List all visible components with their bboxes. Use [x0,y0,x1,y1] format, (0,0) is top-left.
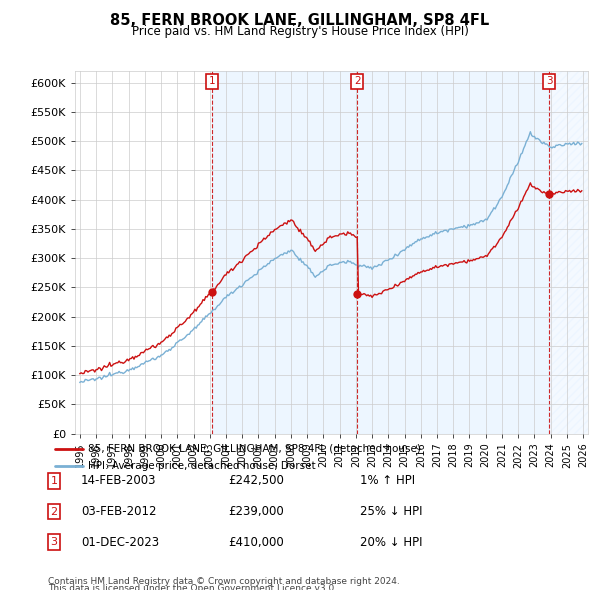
Bar [212,71,550,434]
Text: 2: 2 [50,507,58,516]
Text: 25% ↓ HPI: 25% ↓ HPI [360,505,422,518]
Text: 1% ↑ HPI: 1% ↑ HPI [360,474,415,487]
Text: 1: 1 [208,76,215,86]
Text: 3: 3 [546,76,553,86]
Text: 85, FERN BROOK LANE, GILLINGHAM, SP8 4FL: 85, FERN BROOK LANE, GILLINGHAM, SP8 4FL [110,13,490,28]
Text: Contains HM Land Registry data © Crown copyright and database right 2024.: Contains HM Land Registry data © Crown c… [48,577,400,586]
Text: Price paid vs. HM Land Registry's House Price Index (HPI): Price paid vs. HM Land Registry's House … [131,25,469,38]
Text: 20% ↓ HPI: 20% ↓ HPI [360,536,422,549]
Text: 14-FEB-2003: 14-FEB-2003 [81,474,157,487]
Bar [550,71,588,434]
Text: £242,500: £242,500 [228,474,284,487]
Text: HPI: Average price, detached house, Dorset: HPI: Average price, detached house, Dors… [88,461,316,471]
Text: £239,000: £239,000 [228,505,284,518]
Text: 2: 2 [354,76,361,86]
Text: £410,000: £410,000 [228,536,284,549]
Text: 03-FEB-2012: 03-FEB-2012 [81,505,157,518]
Text: This data is licensed under the Open Government Licence v3.0.: This data is licensed under the Open Gov… [48,584,337,590]
Text: 3: 3 [50,537,58,547]
Text: 1: 1 [50,476,58,486]
Text: 85, FERN BROOK LANE, GILLINGHAM, SP8 4FL (detached house): 85, FERN BROOK LANE, GILLINGHAM, SP8 4FL… [88,444,421,454]
Text: 01-DEC-2023: 01-DEC-2023 [81,536,159,549]
